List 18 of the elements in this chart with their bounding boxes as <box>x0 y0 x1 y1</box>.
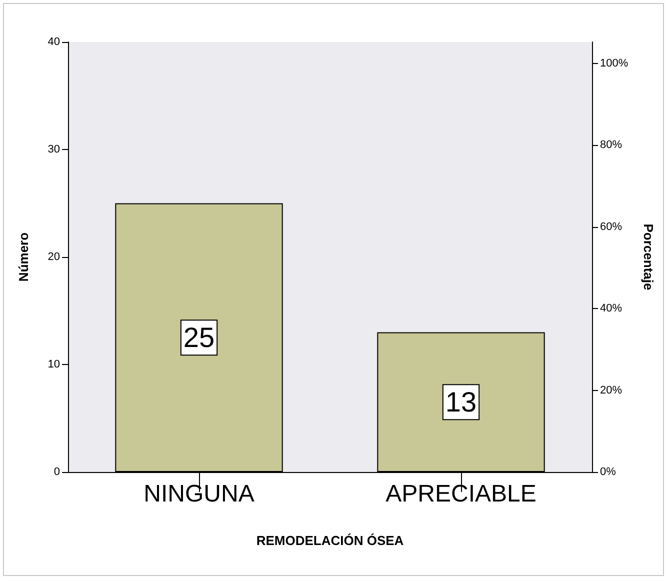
y-tick-label: 40 <box>48 36 60 48</box>
y2-axis-title: Porcentaje <box>641 224 656 290</box>
y-tick-label: 10 <box>48 358 60 370</box>
x-axis-title: REMODELACIÓN ÓSEA <box>256 533 404 548</box>
x-tick-label: APRECIABLE <box>386 480 536 508</box>
data-label: 13 <box>445 386 477 418</box>
y2-tick-label: 100% <box>600 57 628 70</box>
y2-tick-label: 80% <box>600 139 622 152</box>
y2-tick-label: 20% <box>600 384 622 396</box>
y-axis-title: Número <box>16 232 31 282</box>
y-tick-label: 0 <box>54 466 60 478</box>
y2-tick-label: 0% <box>600 466 616 478</box>
y2-tick-label: 60% <box>600 220 622 233</box>
y2-tick-label: 40% <box>600 302 622 315</box>
data-label: 25 <box>183 322 215 354</box>
y-tick-label: 20 <box>48 251 60 263</box>
y-tick-label: 30 <box>48 144 60 156</box>
x-tick-label: NINGUNA <box>144 480 254 508</box>
